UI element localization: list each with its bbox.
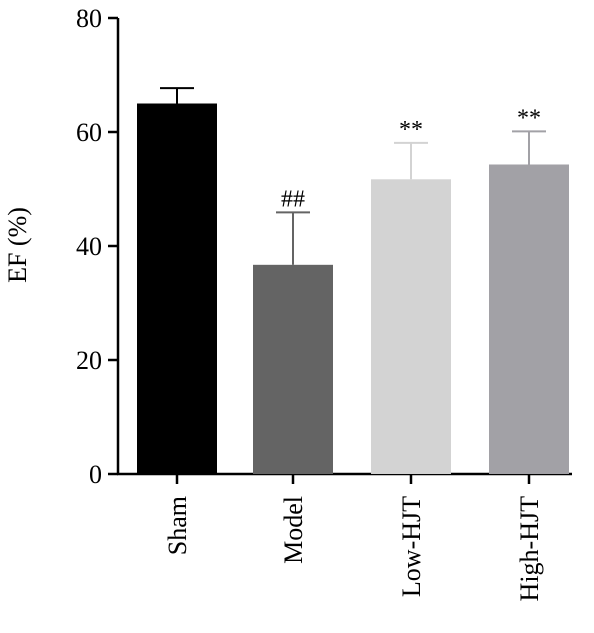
bar-high-hjt bbox=[489, 164, 569, 475]
x-tick-label-low-hjt: Low-HJT bbox=[397, 496, 426, 597]
y-tick-label-60: 60 bbox=[76, 118, 102, 147]
significance-mark-low-hjt: ** bbox=[399, 117, 423, 143]
y-tick-label-20: 20 bbox=[76, 346, 102, 375]
significance-mark-model: ## bbox=[281, 186, 305, 212]
bar-sham bbox=[137, 103, 217, 474]
bar-model bbox=[253, 264, 333, 474]
y-axis-title: EF (%) bbox=[3, 207, 32, 283]
x-tick-label-sham: Sham bbox=[163, 496, 192, 555]
y-tick-label-40: 40 bbox=[76, 232, 102, 261]
plot-area: 0 20 40 60 80 Sham Model ## Low-HJT ** High-HJT ** bbox=[76, 4, 572, 601]
bar-low-hjt bbox=[371, 179, 451, 474]
significance-mark-high-hjt: ** bbox=[517, 105, 541, 131]
y-tick-label-0: 0 bbox=[89, 460, 102, 489]
x-tick-label-high-hjt: High-HJT bbox=[515, 496, 544, 602]
x-tick-label-model: Model bbox=[279, 496, 308, 564]
y-tick-label-80: 80 bbox=[76, 4, 102, 33]
